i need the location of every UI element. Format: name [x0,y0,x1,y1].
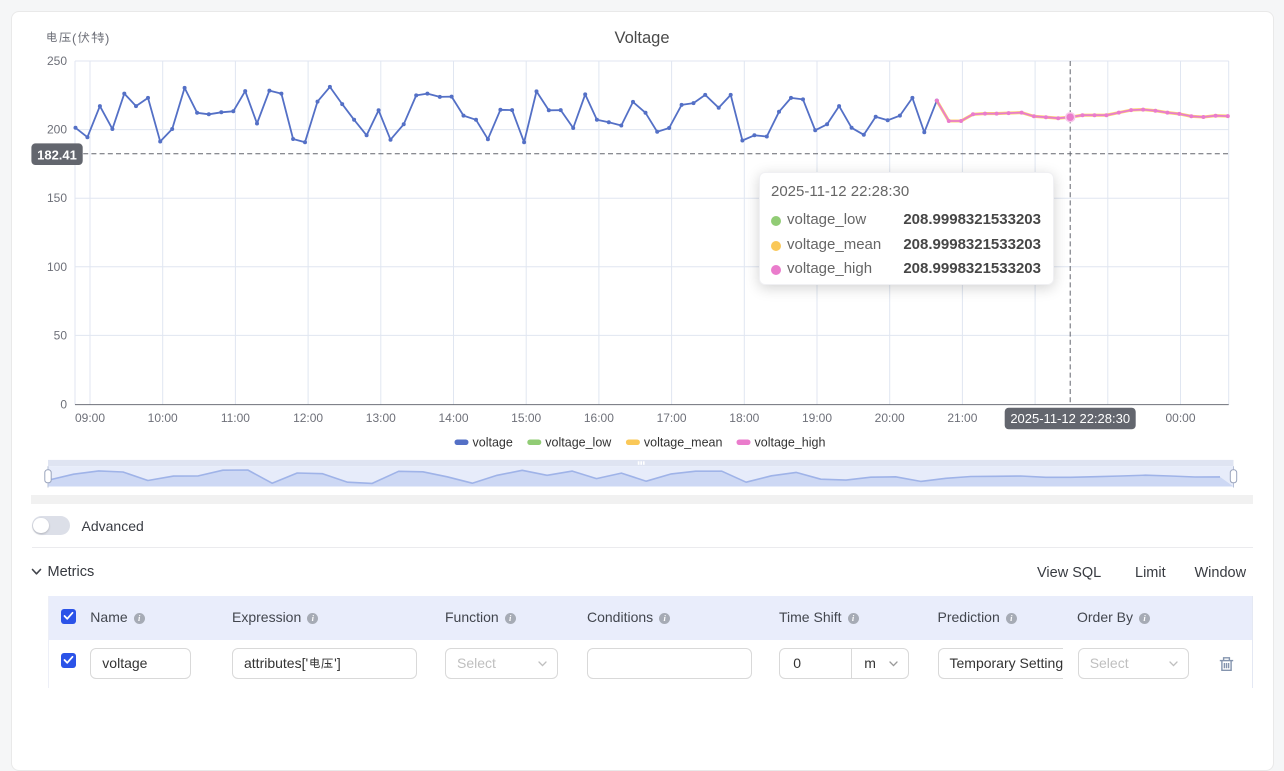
svg-text:17:00: 17:00 [657,411,687,425]
svg-text:19:00: 19:00 [802,411,832,425]
svg-text:250: 250 [47,54,67,68]
svg-text:00:00: 00:00 [1165,411,1195,425]
svg-text:16:00: 16:00 [584,411,614,425]
svg-text:voltage_high: voltage_high [755,436,826,450]
svg-text:10:00: 10:00 [148,411,178,425]
svg-text:13:00: 13:00 [366,411,396,425]
svg-text:12:00: 12:00 [293,411,323,425]
svg-text:09:00: 09:00 [75,411,105,425]
svg-text:): ) [105,31,109,46]
svg-text:voltage_low: voltage_low [545,436,612,450]
svg-text:0: 0 [60,398,67,412]
svg-text:15:00: 15:00 [511,411,541,425]
svg-text:150: 150 [47,191,67,205]
svg-text:2025-11-12 22:28:30: 2025-11-12 22:28:30 [1010,411,1130,426]
svg-text:182.41: 182.41 [37,147,77,162]
svg-text:Voltage: Voltage [614,29,669,47]
svg-text:20:00: 20:00 [875,411,905,425]
svg-text:voltage: voltage [473,436,513,450]
svg-text:11:00: 11:00 [221,411,250,425]
svg-text:14:00: 14:00 [438,411,468,425]
svg-text:100: 100 [47,260,67,274]
svg-text:18:00: 18:00 [729,411,759,425]
svg-text:21:00: 21:00 [947,411,977,425]
svg-text:(: ( [72,31,77,46]
svg-text:voltage_mean: voltage_mean [644,436,723,450]
svg-text:200: 200 [47,123,67,137]
svg-text:50: 50 [54,328,68,342]
